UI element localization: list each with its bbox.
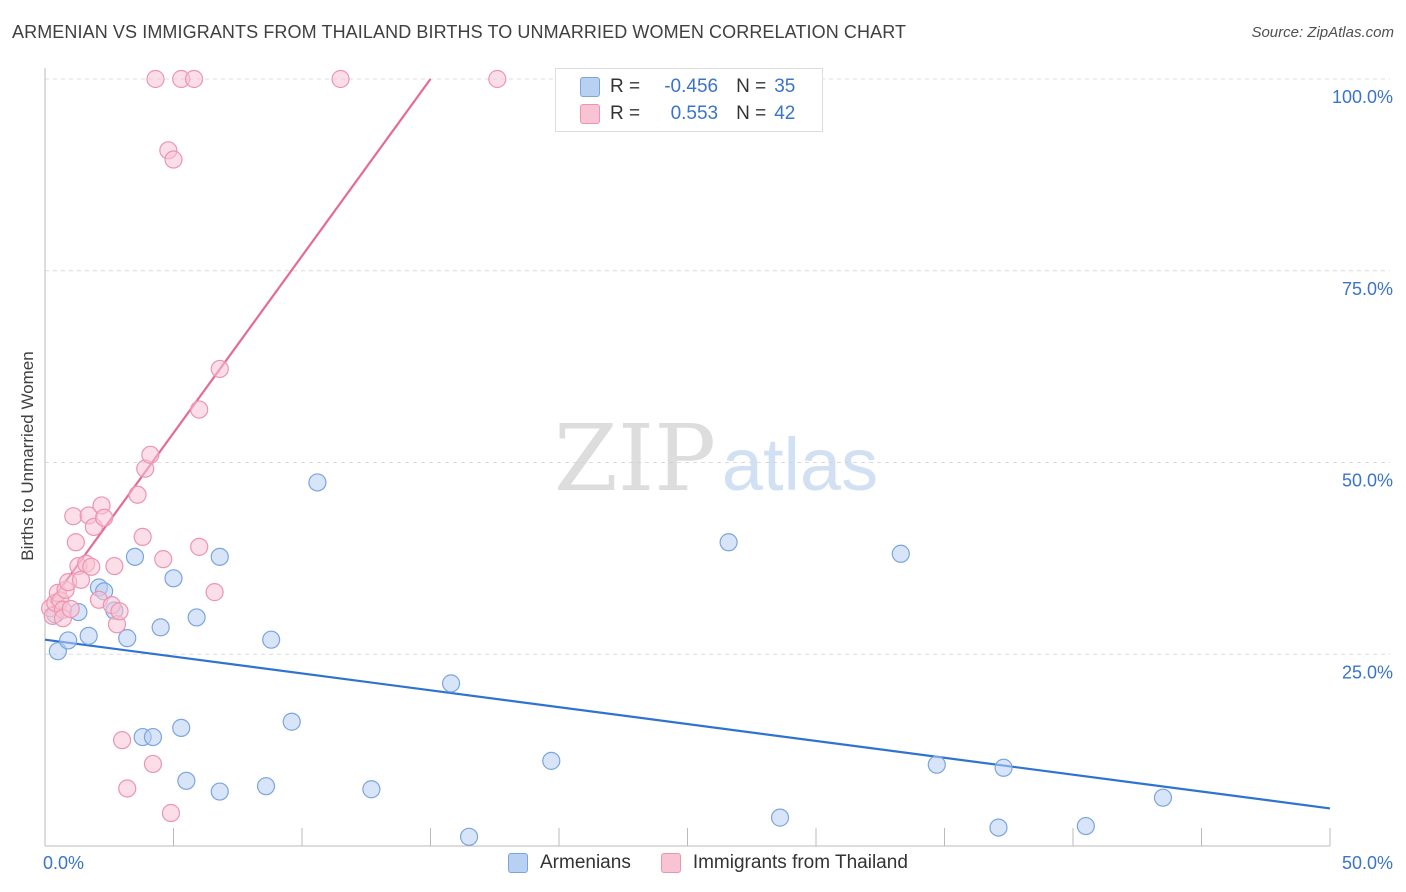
point-armenians — [1153, 788, 1173, 807]
legend-r-value: -0.456 — [664, 76, 719, 97]
point-thailand — [105, 556, 124, 576]
source-credit: Source: ZipAtlas.com — [1251, 24, 1394, 41]
point-armenians — [770, 808, 790, 827]
point-thailand — [161, 803, 181, 823]
x-tick-label: 0.0% — [43, 853, 84, 873]
point-armenians — [441, 674, 461, 693]
point-thailand — [210, 359, 229, 379]
y-tick-label: 50.0% — [1342, 471, 1393, 491]
y-tick-label: 75.0% — [1342, 279, 1393, 299]
watermark-atlas: atlas — [722, 423, 878, 506]
point-armenians — [151, 618, 170, 637]
legend-row-armenians: R = -0.456 N = 35 — [580, 73, 795, 101]
point-armenians — [989, 818, 1008, 837]
trend-lines — [44, 78, 1331, 810]
y-tick-label: 100.0% — [1332, 87, 1393, 107]
point-thailand — [95, 508, 114, 527]
point-armenians — [282, 712, 301, 731]
point-armenians — [172, 718, 191, 737]
point-armenians — [164, 569, 183, 588]
point-thailand — [112, 731, 132, 750]
point-armenians — [118, 629, 137, 648]
point-thailand — [71, 570, 91, 589]
point-armenians — [308, 473, 327, 492]
legend-swatch-pink — [580, 104, 600, 124]
point-thailand — [331, 69, 350, 89]
point-thailand — [184, 69, 204, 89]
point-thailand — [110, 602, 129, 621]
point-armenians — [994, 758, 1013, 777]
x-tick-label: 50.0% — [1342, 853, 1393, 873]
legend-swatch-blue — [580, 77, 600, 97]
point-thailand — [488, 69, 507, 89]
point-armenians — [143, 727, 163, 747]
axes — [44, 68, 1331, 847]
trend-line-thailand — [49, 78, 432, 604]
watermark: ZIP atlas — [554, 405, 878, 512]
point-thailand — [118, 779, 137, 798]
point-thailand — [205, 583, 224, 602]
point-armenians — [1076, 816, 1095, 836]
point-thailand — [146, 69, 165, 89]
legend-n-value: 35 — [774, 76, 796, 97]
legend-swatch-blue — [508, 853, 528, 873]
point-armenians — [210, 547, 229, 566]
grid-lines — [45, 78, 1390, 655]
point-thailand — [133, 527, 152, 546]
point-armenians — [459, 827, 479, 846]
legend-r-value: 0.553 — [670, 103, 719, 124]
legend-item-armenians: Armenians — [508, 852, 631, 874]
point-thailand — [64, 507, 83, 526]
point-thailand — [154, 550, 173, 569]
point-thailand — [164, 150, 183, 169]
point-armenians — [59, 631, 78, 650]
legend-label-armenians: Armenians — [540, 852, 631, 873]
point-armenians — [362, 780, 381, 799]
point-armenians — [177, 771, 196, 790]
legend-n-label: N = — [736, 103, 767, 124]
y-tick-label: 25.0% — [1342, 662, 1393, 682]
legend-n-label: N = — [736, 76, 767, 97]
point-armenians — [719, 533, 738, 552]
legend-r-label: R = — [610, 76, 641, 97]
point-armenians — [262, 630, 281, 649]
series-legend: Armenians Immigrants from Thailand — [508, 852, 938, 874]
legend-label-thailand: Immigrants from Thailand — [692, 852, 908, 873]
point-armenians — [187, 608, 206, 627]
point-thailand — [66, 533, 85, 552]
point-armenians — [210, 782, 229, 801]
point-armenians — [891, 544, 910, 563]
tick-labels: 100.0% 75.0% 50.0% 25.0% 0.0% 50.0% — [43, 87, 1393, 873]
data-points — [41, 69, 1173, 846]
legend-n-value: 42 — [774, 103, 796, 124]
point-thailand — [190, 400, 209, 419]
point-armenians — [542, 751, 561, 770]
correlation-legend: R = -0.456 N = 35 R = 0.553 N = 42 — [555, 68, 823, 132]
point-armenians — [79, 626, 98, 645]
point-thailand — [190, 537, 209, 556]
chart-title: ARMENIAN VS IMMIGRANTS FROM THAILAND BIR… — [12, 22, 907, 42]
legend-item-thailand: Immigrants from Thailand — [660, 852, 908, 874]
point-thailand — [143, 754, 163, 774]
point-thailand — [61, 599, 80, 619]
trend-line-armenians — [44, 638, 1331, 810]
legend-row-thailand: R = 0.553 N = 42 — [580, 100, 795, 128]
watermark-zip: ZIP — [554, 405, 716, 512]
point-armenians — [125, 547, 145, 566]
point-thailand — [82, 557, 101, 576]
point-armenians — [927, 755, 946, 774]
legend-swatch-pink — [660, 853, 681, 873]
legend-r-label: R = — [610, 103, 641, 124]
point-armenians — [256, 777, 276, 796]
point-thailand — [141, 445, 160, 464]
point-thailand — [128, 485, 147, 504]
